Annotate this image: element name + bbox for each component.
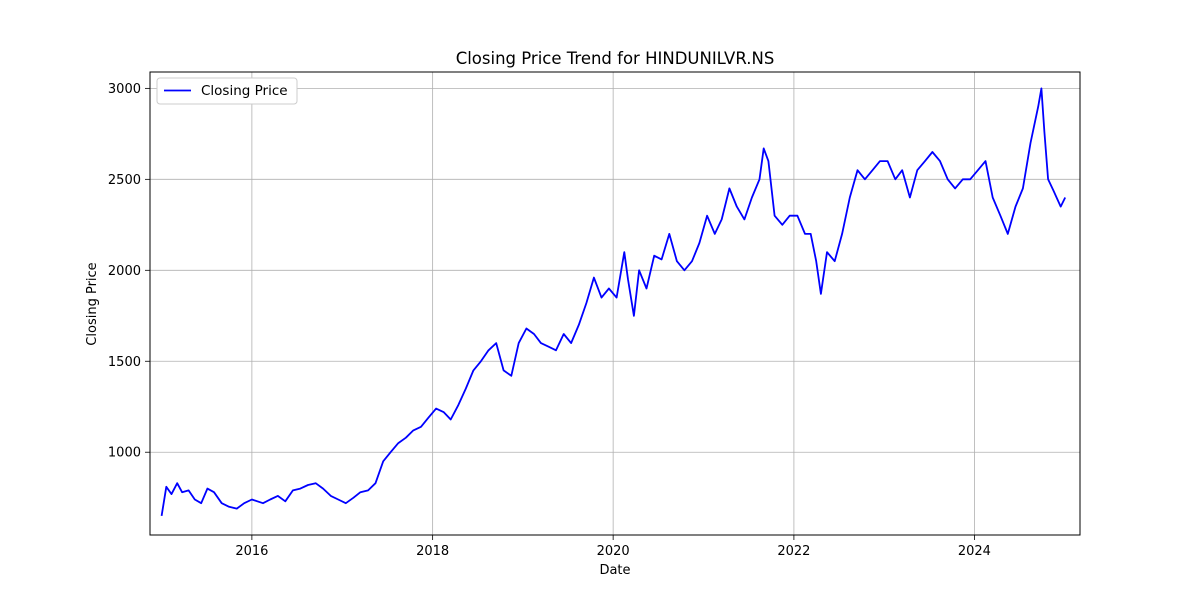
x-tick-label: 2016 [235, 544, 268, 559]
x-axis-ticks: 2016 2018 2020 2022 2024 [235, 535, 991, 559]
y-tick-label: 1500 [108, 355, 141, 370]
x-tick-label: 2022 [777, 544, 810, 559]
x-axis-label: Date [599, 563, 630, 578]
y-axis-ticks: 1000 1500 2000 2500 3000 [108, 82, 150, 461]
legend-box [156, 77, 298, 105]
series-line-group [160, 87, 1067, 517]
y-axis-label: Closing Price [85, 262, 100, 345]
plot-frame [149, 71, 1081, 536]
series-line-closing-price [160, 87, 1067, 517]
x-tick-label: 2024 [958, 544, 991, 559]
legend: Closing Price [156, 77, 298, 105]
x-tick-label: 2018 [416, 544, 449, 559]
y-tick-label: 2500 [108, 173, 141, 188]
y-tick-label: 1000 [108, 446, 141, 461]
legend-label: Closing Price [201, 83, 288, 99]
grid-lines [150, 72, 1080, 535]
chart-title: Closing Price Trend for HINDUNILVR.NS [456, 49, 775, 68]
y-tick-label: 2000 [108, 264, 141, 279]
y-tick-label: 3000 [108, 82, 141, 97]
x-tick-label: 2020 [597, 544, 630, 559]
